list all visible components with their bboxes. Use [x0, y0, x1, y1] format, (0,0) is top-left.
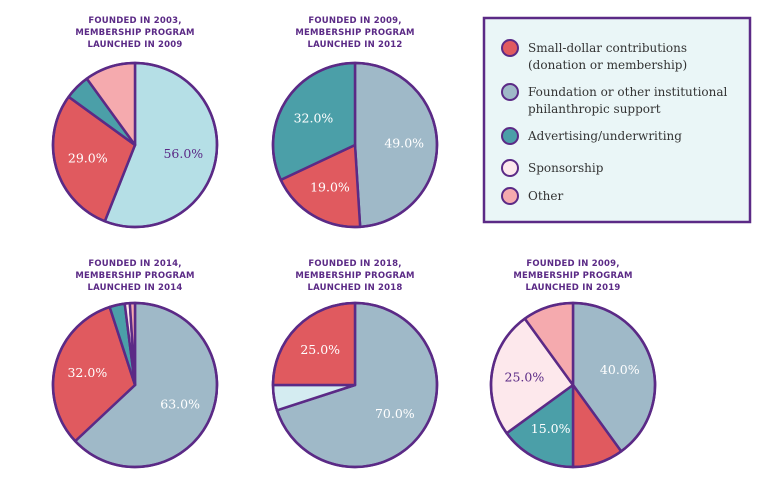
pie-outline: [271, 301, 439, 469]
legend-box: [482, 16, 752, 224]
chart-title: FOUNDED IN 2003, MEMBERSHIP PROGRAM LAUN…: [75, 16, 195, 50]
pie-outline: [271, 61, 439, 229]
value-label: 56.0%: [163, 146, 203, 161]
value-label: 19.0%: [310, 179, 350, 194]
value-label: 70.0%: [375, 406, 415, 421]
chart-title: FOUNDED IN 2009, MEMBERSHIP PROGRAM LAUN…: [513, 259, 633, 293]
value-label: 63.0%: [160, 397, 200, 412]
value-label: 25.0%: [505, 369, 545, 384]
legend-label: Sponsorship: [528, 161, 604, 175]
value-label: 32.0%: [67, 365, 107, 380]
value-label: 49.0%: [384, 135, 424, 150]
legend-swatch: [501, 159, 519, 177]
value-label: 40.0%: [600, 362, 640, 377]
legend-label: Foundation or other institutional philan…: [528, 85, 728, 116]
legend-swatch: [501, 187, 519, 205]
legend-swatch: [501, 83, 519, 101]
pie-outline: [489, 301, 657, 469]
chart-title: FOUNDED IN 2018, MEMBERSHIP PROGRAM LAUN…: [295, 259, 415, 293]
pie-outline: [51, 301, 219, 469]
value-label: 32.0%: [294, 111, 334, 126]
chart-title: FOUNDED IN 2014, MEMBERSHIP PROGRAM LAUN…: [75, 259, 195, 293]
chart-title: FOUNDED IN 2009, MEMBERSHIP PROGRAM LAUN…: [295, 16, 415, 50]
legend-label: Small-dollar contributions (donation or …: [528, 41, 688, 72]
legend-label: Advertising/underwriting: [528, 129, 682, 143]
value-label: 29.0%: [68, 151, 108, 166]
legend-swatch: [501, 39, 519, 57]
value-label: 15.0%: [531, 421, 571, 436]
legend-label: Other: [528, 189, 564, 203]
value-label: 25.0%: [300, 342, 340, 357]
legend-swatch: [501, 127, 519, 145]
pie-outline: [51, 61, 219, 229]
